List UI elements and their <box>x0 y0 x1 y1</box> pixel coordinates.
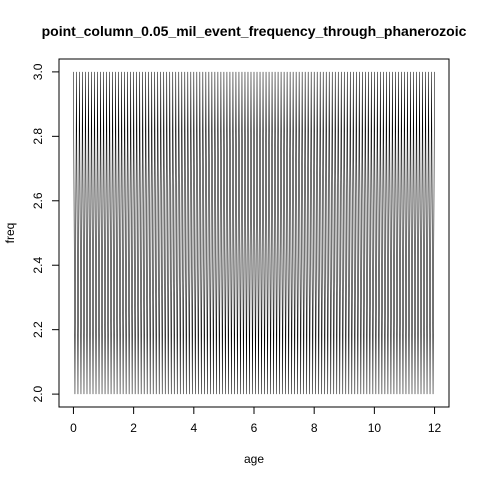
y-tick-label: 2.6 <box>31 192 45 209</box>
y-axis-label: freq <box>3 223 17 244</box>
x-tick-label: 10 <box>368 421 382 435</box>
x-tick-label: 0 <box>70 421 77 435</box>
x-tick-label: 2 <box>130 421 137 435</box>
y-tick-label: 2.0 <box>31 385 45 402</box>
y-tick-label: 2.4 <box>31 257 45 274</box>
x-axis-label: age <box>244 452 264 466</box>
y-axis: 2.0 2.2 2.4 2.6 2.8 3.0 <box>31 63 59 402</box>
y-tick-label: 3.0 <box>31 63 45 80</box>
y-tick-label: 2.2 <box>31 321 45 338</box>
x-tick-label: 8 <box>311 421 318 435</box>
x-axis: 0 2 4 6 8 10 12 <box>70 407 442 435</box>
x-tick-label: 4 <box>190 421 197 435</box>
y-tick-label: 2.8 <box>31 128 45 145</box>
data-layer <box>73 71 435 395</box>
series-line-0 <box>73 71 435 395</box>
x-tick-label: 6 <box>251 421 258 435</box>
chart-title: point_column_0.05_mil_event_frequency_th… <box>42 23 467 39</box>
x-tick-label: 12 <box>428 421 442 435</box>
